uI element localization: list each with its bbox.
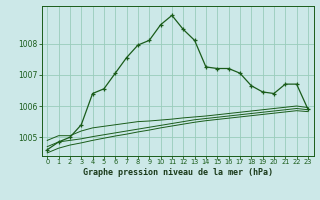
X-axis label: Graphe pression niveau de la mer (hPa): Graphe pression niveau de la mer (hPa) xyxy=(83,168,273,177)
